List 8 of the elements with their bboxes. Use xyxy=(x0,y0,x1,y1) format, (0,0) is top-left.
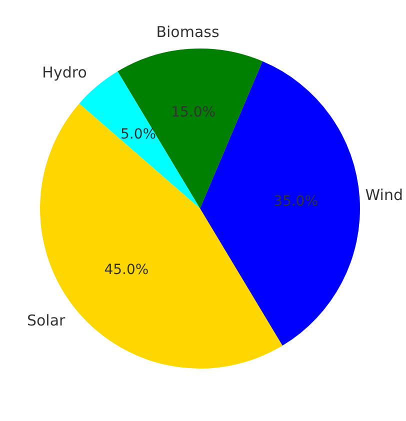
data-label: 5.0% xyxy=(120,126,156,143)
data-label: 15.0% xyxy=(171,104,216,120)
data-label: 35.0% xyxy=(274,193,318,210)
slice-label: Hydro xyxy=(42,64,87,82)
slice-label: Biomass xyxy=(156,22,220,41)
slice-label: Solar xyxy=(26,312,66,330)
slice-label: Wind xyxy=(365,186,404,204)
data-label: 45.0% xyxy=(104,262,149,278)
